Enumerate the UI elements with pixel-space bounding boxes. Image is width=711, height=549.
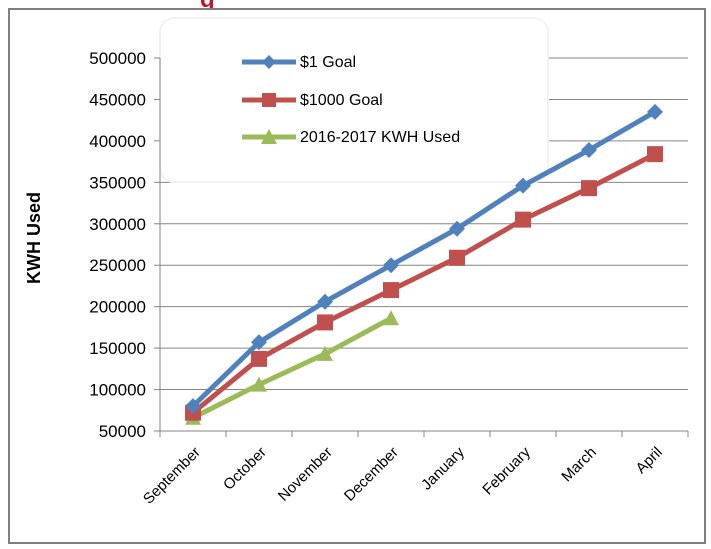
y-tick-label: 200000 <box>89 298 146 317</box>
y-tick-label: 500000 <box>89 49 146 68</box>
y-tick-label: 100000 <box>89 381 146 400</box>
legend-label: $1000 Goal <box>300 92 383 109</box>
series-2 <box>185 310 399 425</box>
legend-label: 2016-2017 KWH Used <box>300 129 460 146</box>
y-tick-label: 50000 <box>99 422 146 441</box>
series-line <box>190 151 658 416</box>
series-line <box>190 109 658 409</box>
legend-marker <box>261 129 277 144</box>
data-point <box>449 220 465 237</box>
data-point <box>515 211 531 228</box>
legend-marker <box>262 55 276 69</box>
data-point <box>383 310 399 326</box>
data-point <box>251 334 267 351</box>
y-tick-label: 250000 <box>89 256 146 275</box>
legend-label: $1 Goal <box>300 54 356 71</box>
legend: $1 Goal $1000 Goal 2016-2017 KWH Used <box>242 54 460 146</box>
data-point <box>383 257 399 274</box>
series-line <box>190 315 394 421</box>
data-point <box>515 177 531 194</box>
data-point <box>317 293 333 310</box>
data-point <box>185 398 201 415</box>
legend-marker <box>262 93 276 107</box>
data-point <box>317 314 333 331</box>
y-tick-label: 450000 <box>89 90 146 109</box>
series-1 <box>185 146 663 421</box>
data-point <box>317 345 333 361</box>
data-point <box>251 350 267 367</box>
data-point <box>581 180 597 197</box>
data-point <box>449 249 465 266</box>
data-point <box>647 146 663 163</box>
data-point <box>251 376 267 392</box>
y-tick-label: 300000 <box>89 215 146 234</box>
y-axis-label: KWH Used <box>24 192 44 284</box>
y-tick-label: 150000 <box>89 339 146 358</box>
data-point <box>383 282 399 299</box>
series-0 <box>185 103 663 415</box>
chart-border <box>8 8 706 544</box>
y-tick-label: 400000 <box>89 132 146 151</box>
data-point <box>647 103 663 120</box>
series-layer <box>185 103 663 425</box>
y-tick-label: 350000 <box>89 173 146 192</box>
data-point <box>581 142 597 159</box>
